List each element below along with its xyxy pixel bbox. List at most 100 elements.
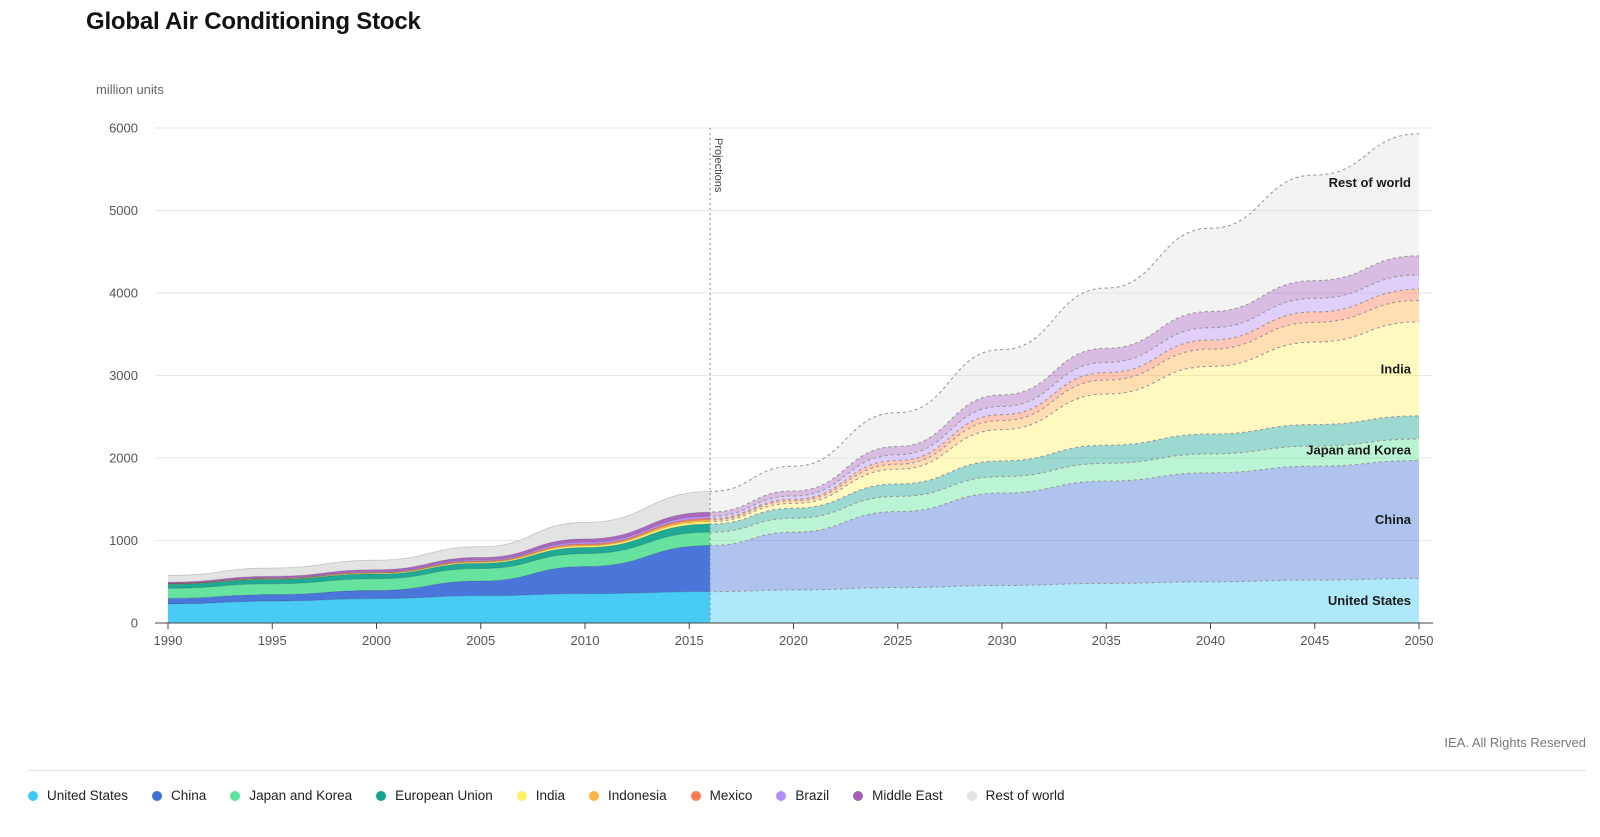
boundary-hist-india [167,521,711,585]
area-chart: Projections 0 1000 2000 3000 4000 5000 6000 199… [109,121,1433,649]
legend-item-japan-and-korea[interactable]: Japan and Korea [230,788,352,803]
projection-marker: Projections [709,128,724,623]
legend-item-united-states[interactable]: United States [28,788,128,803]
legend-label: Japan and Korea [249,788,353,803]
y-tick-label: 4000 [109,286,138,301]
axes: 0 1000 2000 3000 4000 5000 6000 1990 1995 2000 200… [109,121,1433,649]
boundary-hist-indonesia [167,519,711,585]
y-tick-label: 5000 [109,203,138,218]
series-label-japan-and-korea: Japan and Korea [1306,442,1412,457]
legend-swatch [28,790,38,801]
boundary-china [710,459,1420,547]
boundary-brazil [710,274,1420,517]
x-tick-label: 1990 [154,633,183,648]
boundary-japan-and-korea [710,438,1420,533]
legend-label: China [171,788,207,803]
area-european-union-projection [710,415,1419,533]
legend-item-china[interactable]: China [152,788,206,803]
x-tick-label: 2030 [988,633,1017,648]
legend-label: Rest of world [985,788,1065,803]
x-tick-label: 2025 [883,633,912,648]
x-tick-label: 2020 [779,633,808,648]
boundary-hist-japan-and-korea [167,531,711,589]
area-mexico-projection [710,289,1419,520]
legend-swatch [853,790,864,801]
area-japan-and-korea-historical [168,532,711,599]
x-tick-label: 2050 [1405,633,1434,648]
legend-item-indonesia[interactable]: Indonesia [589,788,667,803]
y-tick-label: 2000 [109,451,138,466]
legend-label: Indonesia [608,788,667,803]
legend-swatch [230,790,241,801]
x-tick-label: 2040 [1196,633,1225,648]
y-axis-label: million units [96,82,164,97]
x-tick-label: 1995 [258,633,287,648]
legend-label: United States [47,788,129,803]
y-tick-label: 0 [131,616,138,631]
legend-divider [28,770,1586,771]
legend-label: Middle East [872,788,943,803]
area-rest-of-world-historical [168,491,711,583]
boundary-hist-china [167,545,711,599]
x-tick-label: 2045 [1300,633,1329,648]
y-tick-label: 3000 [109,368,138,383]
series-label-rest-of-world: Rest of world [1329,175,1411,190]
legend-swatch [376,790,387,801]
series-label-india: India [1381,361,1412,376]
boundary-indonesia [710,299,1420,521]
legend-swatch [690,790,701,801]
area-japan-and-korea-projection [710,439,1419,546]
series-labels: Rest of world India Japan and Korea China Un… [1306,175,1412,608]
chart-title: Global Air Conditioning Stock [86,8,421,35]
projection-label: Projections [712,138,724,193]
legend-item-mexico[interactable]: Mexico [690,788,753,803]
area-india-projection [710,321,1419,525]
boundary-hist-mexico [167,518,711,584]
x-tick-label: 2010 [571,633,600,648]
boundary-mexico [710,288,1420,520]
x-tick-label: 2015 [675,633,704,648]
area-united-states-historical [168,591,711,624]
area-china-projection [710,460,1419,592]
legend-item-brazil[interactable]: Brazil [776,788,829,803]
area-brazil-projection [710,274,1419,519]
x-tick-label: 2005 [466,633,495,648]
y-tick-label: 6000 [109,121,138,136]
boundary-hist-middle-east [167,511,711,583]
legend-swatch [776,790,787,801]
legend-item-india[interactable]: India [516,788,566,803]
area-china-historical [168,545,711,605]
x-tick-label: 2035 [1092,633,1121,648]
legend-item-rest-of-world[interactable]: Rest of world [966,788,1065,803]
legend-label: Brazil [795,788,830,803]
legend-label: European Union [395,788,493,803]
legend-item-middle-east[interactable]: Middle East [853,788,943,803]
boundary-united-states [710,577,1420,593]
area-european-union-historical [168,524,711,589]
boundary-hist-brazil [167,515,711,584]
series-label-united-states: United States [1328,593,1411,608]
area-united-states-projection [710,578,1419,624]
boundary-hist-united-states [167,591,711,605]
legend-label: Mexico [709,788,753,803]
legend-label: India [535,788,566,803]
y-tick-label: 1000 [109,533,138,548]
legend-swatch [589,790,600,801]
series-label-china: China [1375,512,1412,527]
legend-item-european-union[interactable]: European Union [376,788,493,803]
legend-swatch [966,790,977,801]
legend-swatch [152,790,163,801]
area-middle-east-projection [710,255,1419,517]
boundary-india [710,321,1420,523]
legend-swatch [516,790,527,801]
boundary-hist-european-union [167,523,711,585]
boundary-hist-rest-of-world [167,491,711,576]
gridlines [155,127,1433,541]
area-indonesia-projection [710,300,1419,522]
x-tick-label: 2000 [362,633,391,648]
series-boundaries [167,133,1420,605]
source-credit: IEA. All Rights Reserved [1444,735,1586,750]
legend: United States China Japan and Korea Europea… [28,788,1088,803]
stacked-areas [168,133,1419,624]
area-rest-of-world-projection [710,133,1419,513]
